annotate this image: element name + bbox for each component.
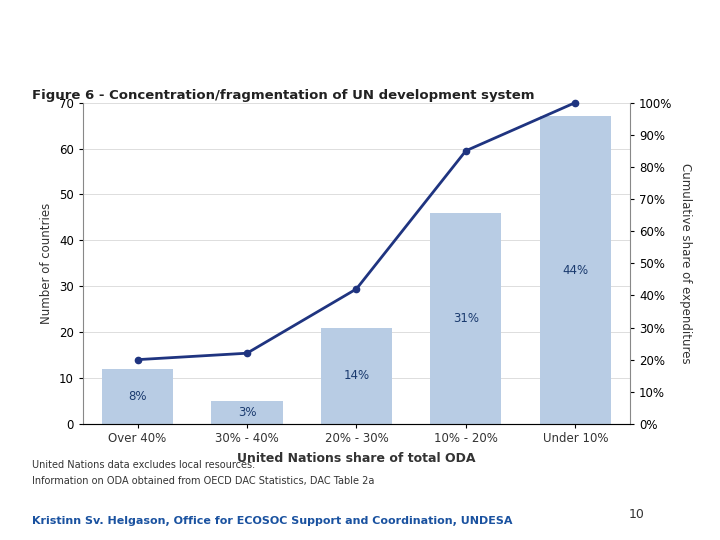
Text: 10: 10 xyxy=(629,508,644,521)
Bar xyxy=(321,327,392,424)
Text: United Nations data excludes local resources.: United Nations data excludes local resou… xyxy=(32,460,256,470)
Bar xyxy=(431,213,501,424)
Bar xyxy=(540,117,611,424)
Text: 44%: 44% xyxy=(562,264,588,276)
Text: Information on ODA obtained from OECD DAC Statistics, DAC Table 2a: Information on ODA obtained from OECD DA… xyxy=(32,476,375,487)
Text: Expenditures: Expenditures xyxy=(140,32,273,51)
Text: Kristinn Sv. Helgason, Office for ECOSOC Support and Coordination, UNDESA: Kristinn Sv. Helgason, Office for ECOSOC… xyxy=(32,516,513,525)
Text: 8%: 8% xyxy=(128,390,147,403)
Text: Economic &: Economic & xyxy=(584,25,638,34)
Text: 31%: 31% xyxy=(453,312,479,325)
Bar xyxy=(212,401,282,424)
Text: 3%: 3% xyxy=(238,406,256,419)
Y-axis label: Number of countries: Number of countries xyxy=(40,202,53,324)
Text: 14%: 14% xyxy=(343,369,369,382)
Text: (b): (b) xyxy=(80,32,107,51)
Text: A
f
f
a
i
r
s: A f f a i r s xyxy=(686,298,692,372)
Text: S
o
c
i
a
l: S o c i a l xyxy=(686,120,692,183)
Bar xyxy=(102,369,173,424)
Text: Figure 6 - Concentration/fragmentation of UN development system: Figure 6 - Concentration/fragmentation o… xyxy=(32,89,535,102)
Y-axis label: Cumulative share of expenditures: Cumulative share of expenditures xyxy=(679,163,692,363)
X-axis label: United Nations share of total ODA: United Nations share of total ODA xyxy=(237,452,476,465)
